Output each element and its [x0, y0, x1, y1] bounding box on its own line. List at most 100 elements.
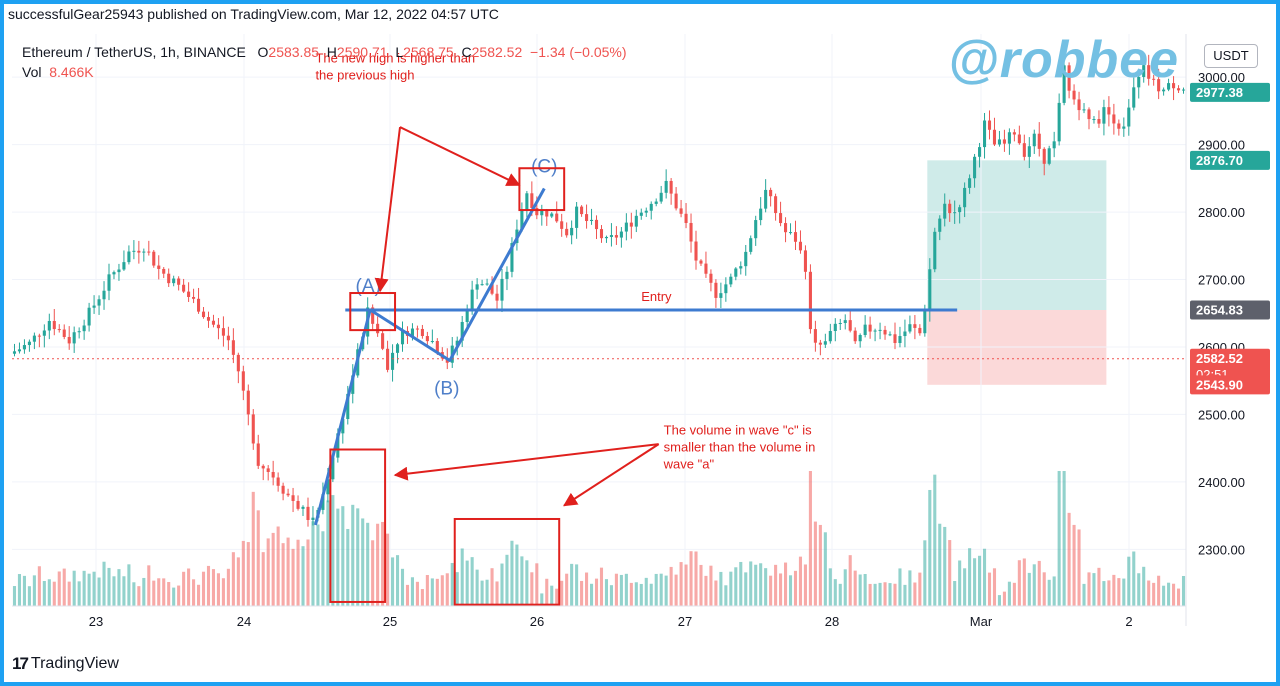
- candle-body: [142, 251, 146, 253]
- volume-bar: [913, 582, 917, 606]
- candle-body: [774, 196, 778, 214]
- volume-bar: [1032, 564, 1036, 606]
- price-tick-label: 2800.00: [1198, 205, 1245, 220]
- annotation-line: The new high is higher than: [315, 50, 475, 65]
- candle-body: [978, 147, 982, 157]
- published-info: successfulGear25943 published on Trading…: [8, 6, 499, 22]
- volume-bar: [908, 570, 912, 606]
- candle-body: [1147, 65, 1151, 79]
- candle-body: [351, 375, 355, 394]
- candle-body: [67, 336, 71, 344]
- candle-body: [1012, 132, 1016, 135]
- volume-bar: [172, 587, 176, 606]
- candle-body: [341, 419, 345, 434]
- volume-bar: [316, 524, 320, 606]
- volume-bar: [823, 532, 827, 606]
- volume-bar: [779, 573, 783, 606]
- chart-frame: Entry (A) (B) (C) The new high is higher t…: [4, 4, 1276, 682]
- volume-bar: [221, 578, 225, 606]
- volume-bar: [1162, 585, 1166, 606]
- volume-bar: [142, 577, 146, 606]
- price-badge-label: 2582.52: [1196, 351, 1243, 366]
- wave-lines: (A) (B) (C): [313, 156, 557, 526]
- candle-body: [331, 457, 335, 480]
- volume-bar: [863, 574, 867, 606]
- volume-bar: [594, 578, 599, 606]
- candle-body: [256, 443, 260, 466]
- candle-body: [948, 203, 952, 214]
- candle-body: [863, 324, 867, 336]
- volume-bar: [1147, 580, 1151, 606]
- tradingview-logo[interactable]: 17 TradingView: [12, 654, 119, 674]
- candle-body: [152, 251, 156, 266]
- volume-label[interactable]: Vol: [22, 64, 42, 80]
- candle-body: [117, 269, 121, 273]
- volume-bar: [510, 540, 514, 606]
- symbol-name[interactable]: Ethereum / TetherUS, 1h, BINANCE: [22, 44, 246, 60]
- volume-bar: [928, 489, 932, 606]
- candle-body: [784, 223, 788, 233]
- candle-body: [112, 272, 116, 275]
- candle-body: [853, 330, 857, 342]
- candle-body: [1082, 109, 1086, 111]
- volume-bar: [410, 577, 414, 606]
- volume-bar: [1072, 524, 1076, 606]
- author-watermark: @robbee: [948, 31, 1180, 89]
- volume-bar: [12, 586, 17, 606]
- annotation-arrow: [393, 443, 659, 481]
- volume-bar: [485, 579, 489, 606]
- volume-bar: [400, 568, 405, 606]
- candle-body: [963, 187, 967, 208]
- volume-bar: [127, 564, 131, 606]
- low-label: L: [395, 44, 404, 60]
- candle-body: [987, 120, 992, 130]
- volume-bar: [37, 566, 41, 606]
- candle-body: [1007, 132, 1011, 144]
- close-value: 2582.52: [471, 44, 523, 60]
- candle-body: [1017, 134, 1021, 144]
- candle-body: [928, 269, 932, 310]
- volume-bar: [201, 571, 206, 606]
- volume-bar: [938, 523, 942, 606]
- volume-bar: [888, 583, 892, 606]
- price-chart[interactable]: Entry (A) (B) (C) The new high is higher t…: [4, 4, 1276, 682]
- candle-body: [261, 465, 265, 469]
- candle-body: [157, 265, 161, 269]
- volume-bar: [570, 563, 574, 606]
- volume-bars: [12, 471, 1186, 606]
- candle-body: [1037, 133, 1041, 149]
- candle-body: [848, 320, 852, 331]
- candle-body: [580, 206, 584, 215]
- candle-body: [764, 189, 768, 209]
- candle-body: [908, 324, 912, 332]
- volume-bar: [923, 540, 927, 606]
- candle-body: [1097, 119, 1101, 124]
- candle-body: [187, 291, 191, 297]
- volume-bar: [27, 586, 31, 606]
- volume-bar: [231, 552, 235, 606]
- volume-bar: [311, 521, 315, 606]
- volume-bar: [679, 562, 683, 606]
- price-tick-label: 2500.00: [1198, 407, 1245, 422]
- volume-bar: [326, 500, 330, 606]
- candle-body: [1132, 87, 1136, 108]
- currency-button[interactable]: USDT: [1204, 44, 1258, 68]
- candle-body: [594, 219, 599, 230]
- candle-body: [500, 278, 504, 301]
- candle-body: [734, 268, 738, 277]
- volume-bar: [430, 578, 434, 606]
- volume-bar: [445, 573, 449, 606]
- volume-bar: [376, 523, 380, 606]
- volume-bar: [147, 565, 151, 606]
- volume-bar: [1122, 578, 1126, 606]
- candle-body: [1181, 89, 1186, 91]
- tradingview-logo-text: TradingView: [30, 655, 119, 672]
- candle-body: [251, 414, 255, 444]
- candle-body: [828, 331, 832, 342]
- candle-body: [1127, 107, 1131, 127]
- candle-body: [490, 283, 494, 294]
- candle-body: [813, 329, 817, 343]
- volume-bar: [843, 569, 847, 606]
- candle-body: [759, 208, 763, 221]
- candle-body: [62, 329, 66, 337]
